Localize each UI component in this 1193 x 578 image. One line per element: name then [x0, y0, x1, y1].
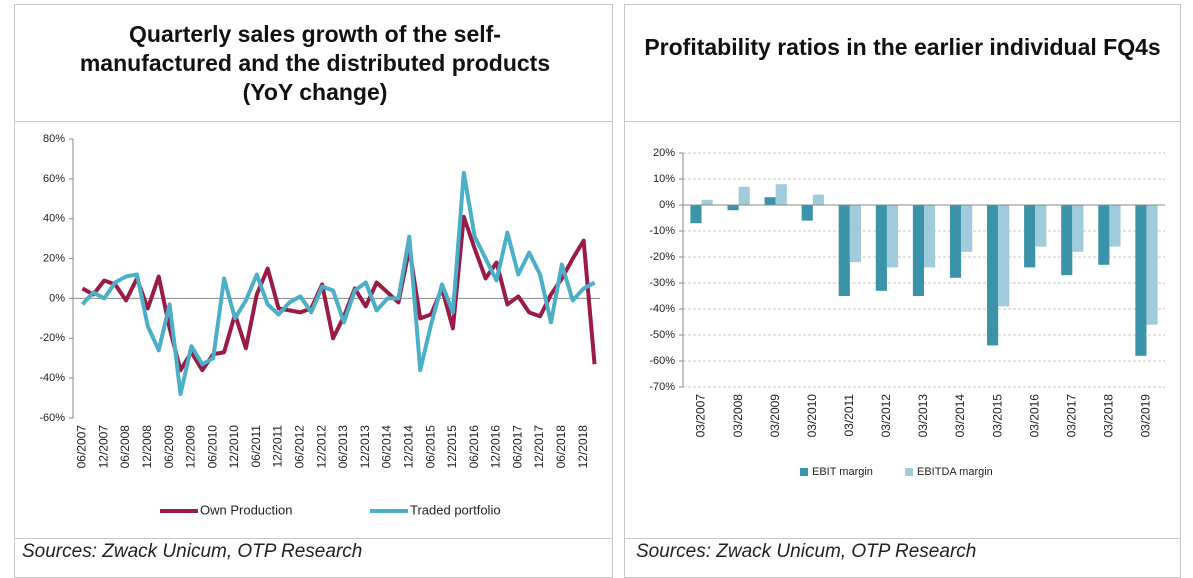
bar	[812, 194, 824, 205]
bar	[1061, 205, 1073, 276]
x-tick-label: 12/2016	[489, 425, 503, 469]
x-tick-label: 12/2009	[184, 425, 198, 469]
bar	[924, 205, 936, 268]
x-tick-label: 06/2007	[75, 425, 89, 469]
bar	[838, 205, 850, 296]
x-tick-label: 12/2018	[576, 425, 590, 469]
y-tick-label: -70%	[649, 381, 675, 393]
y-tick-label: -30%	[649, 277, 675, 289]
legend-label: EBITDA margin	[917, 466, 993, 478]
bar	[738, 186, 750, 205]
x-tick-label: 06/2009	[162, 425, 176, 469]
y-tick-label: -20%	[39, 332, 65, 344]
bar	[1135, 205, 1147, 356]
legend-swatch	[905, 468, 913, 476]
x-tick-label: 03/2011	[842, 394, 856, 437]
x-tick-label: 12/2017	[532, 425, 546, 469]
x-tick-label: 06/2014	[380, 425, 394, 469]
x-tick-label: 03/2010	[805, 394, 819, 438]
y-tick-label: -40%	[39, 372, 65, 384]
x-tick-label: 03/2009	[768, 394, 782, 438]
x-tick-label: 12/2015	[445, 425, 459, 469]
source: Sources: Zwack Unicum, OTP Research	[22, 541, 363, 562]
bar	[1072, 205, 1084, 252]
legend-swatch	[800, 468, 808, 476]
bar	[998, 205, 1010, 307]
bar	[801, 205, 813, 221]
x-tick-label: 03/2012	[879, 394, 893, 438]
bar	[701, 199, 713, 205]
y-tick-label: 20%	[653, 147, 675, 159]
y-tick-label: 10%	[653, 173, 675, 185]
chart-title: Quarterly sales growth of the self-manuf…	[79, 20, 551, 105]
bar	[949, 205, 962, 278]
bar	[1109, 205, 1121, 247]
x-tick-label: 03/2019	[1139, 394, 1153, 438]
x-tick-label: 03/2016	[1027, 394, 1041, 438]
charts: -60% -40% -20% 0% 20% 40% 60% 80% 06/2007 12/2007…	[39, 133, 1165, 517]
y-tick-label: -60%	[649, 355, 675, 367]
bar	[849, 205, 861, 263]
x-tick-label: 06/2011	[249, 425, 263, 468]
bar	[1024, 205, 1036, 268]
bar	[961, 205, 973, 252]
source: Sources: Zwack Unicum, OTP Research	[636, 541, 977, 562]
bar	[886, 205, 899, 268]
legend-label: EBIT margin	[812, 466, 873, 478]
x-tick-label: 03/2018	[1102, 394, 1116, 438]
y-tick-label: 20%	[43, 252, 65, 264]
y-tick-label: 0%	[49, 292, 65, 304]
legend-label: Traded portfolio	[410, 502, 501, 517]
x-tick-label: 12/2011	[271, 425, 285, 468]
y-tick-label: -20%	[649, 251, 675, 263]
y-tick-label: 0%	[659, 199, 675, 211]
x-tick-label: 06/2015	[423, 425, 437, 469]
y-tick-label: 80%	[43, 133, 65, 145]
y-tick-label: -40%	[649, 303, 675, 315]
x-tick-label: 03/2015	[990, 394, 1004, 438]
bar	[690, 205, 702, 224]
y-tick-label: 40%	[43, 213, 65, 225]
y-tick-label: 60%	[43, 173, 65, 185]
bar	[912, 205, 924, 296]
y-tick-label: -50%	[649, 329, 675, 341]
x-tick-label: 03/2017	[1064, 394, 1078, 438]
series-line	[80, 170, 596, 397]
bar	[1098, 205, 1110, 265]
legend-label: Own Production	[200, 502, 293, 517]
x-tick-label: 12/2012	[314, 425, 328, 469]
page: Quarterly sales growth of the self-manuf…	[14, 4, 1181, 578]
x-tick-label: 06/2017	[510, 425, 524, 469]
bar	[1146, 205, 1158, 325]
x-tick-label: 06/2016	[467, 425, 481, 469]
x-tick-label: 03/2014	[953, 394, 967, 438]
chart-title: Profitability ratios in the earlier indi…	[644, 33, 1161, 60]
x-tick-label: 03/2013	[916, 394, 930, 438]
y-tick-label: -10%	[649, 225, 675, 237]
x-tick-label: 12/2010	[227, 425, 241, 469]
x-tick-label: 06/2012	[293, 425, 307, 469]
x-tick-label: 12/2007	[96, 425, 110, 469]
x-tick-label: 06/2008	[118, 425, 132, 469]
x-tick-label: 06/2018	[554, 425, 568, 469]
bar	[875, 205, 887, 291]
x-tick-label: 03/2007	[694, 394, 708, 438]
x-tick-label: 12/2013	[358, 425, 372, 469]
x-tick-label: 12/2008	[140, 425, 154, 469]
bar	[987, 205, 999, 346]
x-tick-label: 03/2008	[731, 394, 745, 438]
bar	[775, 184, 787, 205]
y-tick-label: -60%	[39, 412, 65, 424]
x-tick-label: 06/2010	[205, 425, 219, 469]
x-tick-label: 12/2014	[401, 425, 415, 469]
bar	[1035, 205, 1047, 247]
bar	[727, 205, 739, 211]
x-tick-label: 06/2013	[336, 425, 350, 469]
bar	[764, 197, 776, 205]
